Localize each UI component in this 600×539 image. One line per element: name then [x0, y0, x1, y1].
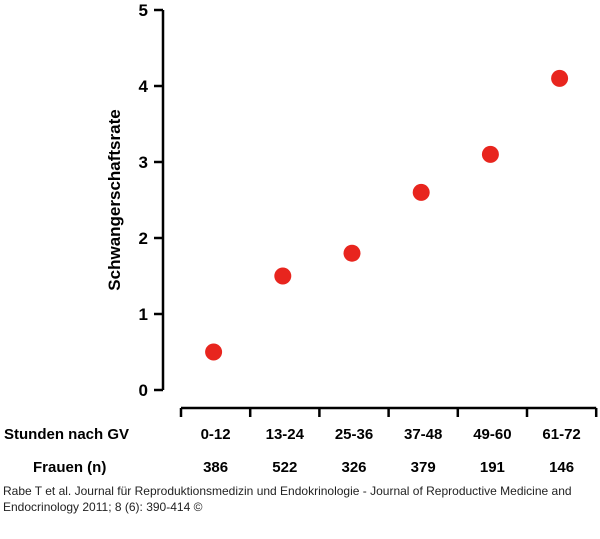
- x-tick-label: 25-36: [335, 426, 373, 443]
- data-points: [205, 69, 569, 361]
- y-tick-label: 0: [139, 381, 148, 400]
- x-tick-label: 0-12: [201, 426, 231, 443]
- count-value: 191: [480, 459, 505, 476]
- x-axis-row-label: Stunden nach GV: [4, 426, 129, 443]
- y-tick-label: 1: [139, 305, 148, 324]
- y-axis-title: Schwangerschaftsrate: [105, 109, 124, 290]
- x-tick-label: 37-48: [404, 426, 442, 443]
- x-tick-label: 13-24: [266, 426, 305, 443]
- y-ticks: 0 1 2 3 4 5: [139, 1, 163, 400]
- data-point: [412, 183, 430, 201]
- count-labels: 386 522 326 379 191 146: [203, 459, 574, 476]
- y-tick-label: 5: [139, 1, 148, 20]
- y-tick-label: 2: [139, 229, 148, 248]
- data-point: [551, 69, 569, 87]
- count-row-label: Frauen (n): [33, 459, 106, 476]
- count-value: 522: [272, 459, 297, 476]
- count-value: 386: [203, 459, 228, 476]
- count-value: 326: [341, 459, 366, 476]
- count-value: 379: [411, 459, 436, 476]
- count-value: 146: [549, 459, 574, 476]
- data-point: [343, 244, 361, 262]
- x-ticks: 0-12 13-24 25-36 37-48 49-60 61-72: [179, 408, 598, 443]
- x-tick-label: 49-60: [473, 426, 511, 443]
- scatter-chart: 0 1 2 3 4 5 0-12 13-24 25-36 37-48 49-60 61-72 386…: [4, 1, 598, 476]
- chart-axes: [161, 10, 597, 410]
- data-point: [481, 145, 499, 163]
- data-point: [274, 267, 292, 285]
- y-tick-label: 4: [139, 77, 149, 96]
- x-tick-label: 61-72: [542, 426, 580, 443]
- citation-text: Rabe T et al. Journal für Reproduktionsm…: [3, 484, 572, 514]
- data-point: [205, 343, 223, 361]
- y-tick-label: 3: [139, 153, 148, 172]
